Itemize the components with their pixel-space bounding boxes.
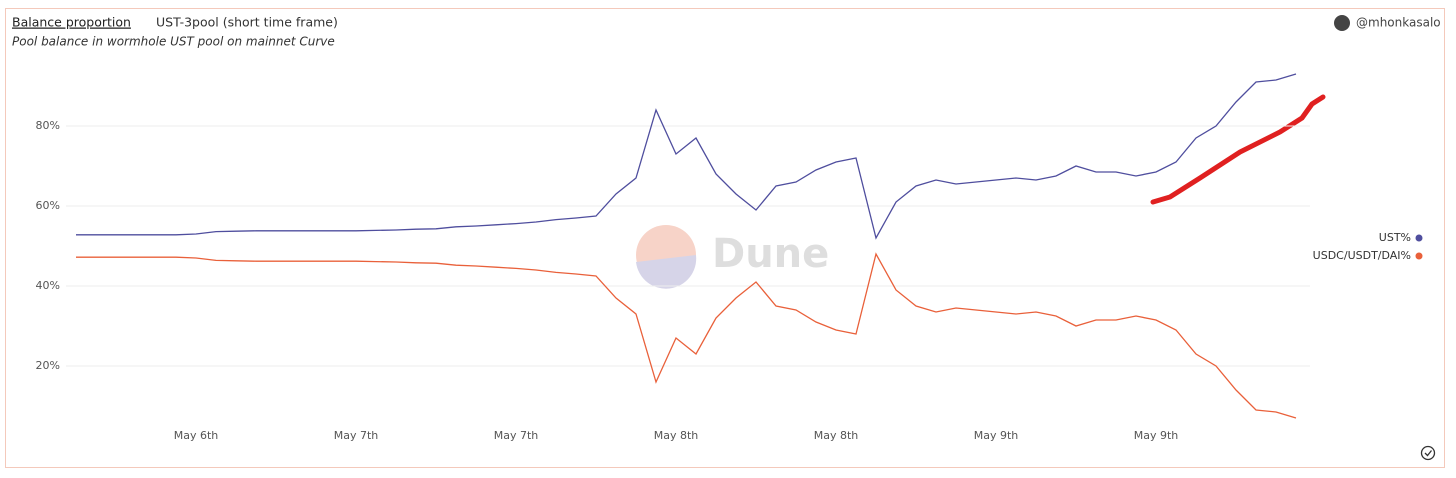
line-series <box>76 252 1297 419</box>
card-border <box>5 8 1445 468</box>
chart-title[interactable]: Balance proportion <box>12 15 131 30</box>
legend-label: UST% <box>1379 231 1411 244</box>
check-icon[interactable] <box>1420 445 1436 461</box>
x-tick-label: May 7th <box>334 429 379 442</box>
author[interactable]: @mhonkasalo <box>1356 16 1441 30</box>
y-tick-label: 80% <box>36 119 60 132</box>
check-mark <box>1424 450 1433 457</box>
y-tick-label: 60% <box>36 199 60 212</box>
watermark-text: Dune <box>712 231 829 277</box>
y-tick-label: 20% <box>36 359 60 372</box>
subtitle: Pool balance in wormhole UST pool on mai… <box>12 35 335 49</box>
x-tick-label: May 8th <box>814 429 859 442</box>
line-series <box>76 73 1297 240</box>
x-tick-label: May 6th <box>174 429 219 442</box>
hand-drawn-annotation <box>1150 94 1326 205</box>
x-tick-label: May 8th <box>654 429 699 442</box>
legend-marker <box>1415 252 1423 260</box>
query-name: UST-3pool (short time frame) <box>156 15 338 30</box>
legend-marker <box>1415 234 1423 242</box>
y-tick-label: 40% <box>36 279 60 292</box>
watermark: Dune <box>636 225 829 289</box>
x-tick-label: May 7th <box>494 429 539 442</box>
x-tick-label: May 9th <box>974 429 1019 442</box>
legend-label: USDC/USDT/DAI% <box>1313 249 1411 262</box>
author-avatar[interactable] <box>1334 15 1350 31</box>
x-tick-label: May 9th <box>1134 429 1179 442</box>
